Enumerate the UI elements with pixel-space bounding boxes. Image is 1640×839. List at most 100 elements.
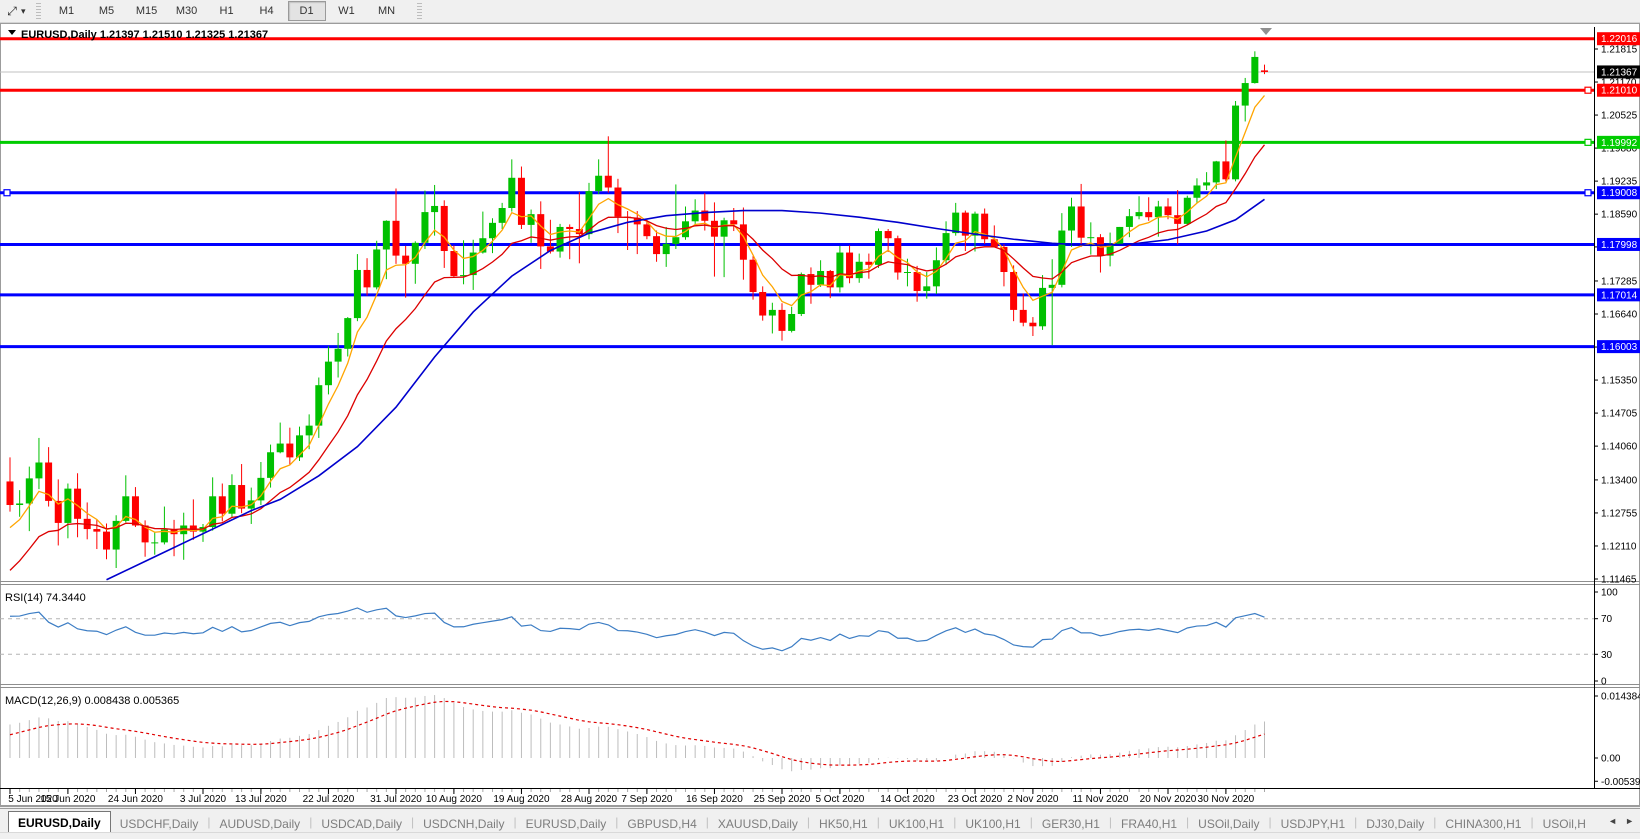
macd-axis-label: 0.014384 (1601, 692, 1640, 703)
chart-tab-0[interactable]: EURUSD,Daily (8, 811, 111, 833)
rsi-axis-label: 100 (1601, 588, 1618, 599)
chart-title-text: EURUSD,Daily 1.21397 1.21510 1.21325 1.2… (21, 29, 268, 41)
candlesticks (6, 51, 1268, 568)
tab-separator: | (411, 815, 415, 829)
price-axis[interactable]: 1.21815 1.21170 1.20525 1.19880 1.19235 1.185… (1594, 27, 1640, 788)
tab-separator: | (207, 815, 211, 829)
date-tick-label: 30 Nov 2020 (1198, 794, 1255, 805)
timeframe-button-M15[interactable]: M15 (135, 5, 158, 17)
date-tick-label: 19 Aug 2020 (493, 794, 550, 805)
price-tick-label: 1.14060 (1601, 442, 1638, 453)
price-tick-label: 1.16640 (1601, 310, 1638, 321)
price-tick-label: 1.12755 (1601, 508, 1638, 519)
price-tick-label: 1.11465 (1601, 575, 1637, 586)
horizontal-level-lines[interactable] (0, 37, 1594, 349)
timeframe-button-M5[interactable]: M5 (98, 5, 115, 17)
price-badge-text: 1.19992 (1601, 138, 1638, 149)
price-badge (1597, 288, 1640, 302)
macd-axis-label: 0.00 (1601, 754, 1621, 765)
chart-tab-16[interactable]: CHINA300,H1 (1445, 816, 1522, 831)
chart-tabs: EURUSD,Daily USDCHF,Daily | AUDUSD,Daily | US… (0, 811, 1595, 833)
rsi-label: RSI(14) 74.3440 (5, 592, 86, 604)
chart-tab-13[interactable]: USOil,Daily (1198, 816, 1260, 831)
price-badge (1597, 65, 1640, 79)
title-marker-icon (8, 30, 16, 35)
timeframe-buttons: M1 M5 M15 M30 H1 H4 D1 W1 MN (47, 1, 407, 21)
price-badge (1597, 32, 1640, 46)
price-tick-label: 1.13400 (1601, 475, 1638, 486)
price-badge-text: 1.17998 (1601, 240, 1638, 251)
chart-tab-6[interactable]: GBPUSD,H4 (627, 816, 697, 831)
chart-tab-7[interactable]: XAUUSD,Daily (717, 816, 798, 831)
chart-tab-8[interactable]: HK50,H1 (819, 816, 868, 831)
price-badge (1597, 340, 1640, 354)
date-tick-label: 20 Nov 2020 (1140, 794, 1197, 805)
chevron-down-icon[interactable]: ▾ (21, 5, 26, 16)
price-badge-text: 1.22016 (1601, 34, 1638, 45)
chart-tab-9[interactable]: UK100,H1 (888, 816, 945, 831)
timeframe-button-MN[interactable]: MN (377, 5, 396, 17)
toolbar-grip (416, 3, 422, 19)
date-tick-label: 3 Jul 2020 (180, 794, 227, 805)
status-strip (0, 832, 1640, 839)
price-tick-label: 1.20525 (1601, 111, 1638, 122)
chart-tab-17[interactable]: USOil,H (1542, 816, 1586, 831)
ma-medium-line (9, 144, 1266, 571)
tab-scroll-left-icon[interactable]: ◄ (1608, 816, 1618, 826)
rsi-axis-label: 70 (1601, 614, 1613, 625)
macd-label: MACD(12,26,9) 0.008438 0.005365 (5, 695, 179, 707)
price-badge-text: 1.16003 (1601, 342, 1638, 353)
rsi-value-line (9, 607, 1265, 652)
chart-tab-1[interactable]: USDCHF,Daily (119, 816, 199, 831)
date-tick-label: 25 Sep 2020 (754, 794, 811, 805)
chart-shift-marker-icon (1260, 28, 1272, 35)
price-tick-label: 1.18590 (1601, 210, 1638, 221)
tab-scroll-right-icon[interactable]: ► (1625, 816, 1634, 826)
ma-fast-line (9, 95, 1266, 533)
level-line-handle (1584, 189, 1592, 197)
date-tick-label: 5 Oct 2020 (815, 794, 864, 805)
price-badge (1597, 83, 1640, 97)
chart-cursor-icon[interactable]: ⤢ (7, 3, 17, 18)
tab-scroll-arrows: ◄ ► (1608, 816, 1634, 826)
rsi-panel (0, 618, 1594, 655)
timeframe-button-M30[interactable]: M30 (175, 5, 198, 17)
date-tick-label: 2 Nov 2020 (1007, 794, 1059, 805)
timeframe-toolbar: ⤢ ▾ M1 M5 M15 M30 H1 H4 D1 W1 MN (0, 0, 1640, 23)
chart-shift-marker[interactable] (1260, 28, 1272, 35)
date-tick-label: 11 Nov 2020 (1072, 794, 1128, 805)
chart-tab-2[interactable]: AUDUSD,Daily (219, 816, 301, 831)
chart-tab-12[interactable]: FRA40,H1 (1121, 816, 1178, 831)
timeframe-button-H4[interactable]: H4 (259, 5, 274, 17)
macd-panel (9, 695, 1265, 772)
price-tick-label: 1.17285 (1601, 276, 1638, 287)
chart-tab-bar: EURUSD,Daily USDCHF,Daily | AUDUSD,Daily | US… (0, 808, 1640, 833)
chart-tab-15[interactable]: DJ30,Daily (1366, 816, 1425, 831)
chart-tab-3[interactable]: USDCAD,Daily (321, 816, 402, 831)
macd-label: MACD(12,26,9) 0.008438 0.005365 (5, 695, 179, 707)
price-chart[interactable]: EURUSD,Daily 1.21397 1.21510 1.21325 1.2… (0, 23, 1640, 807)
chart-tab-5[interactable]: EURUSD,Daily (525, 816, 607, 831)
price-badge-text: 1.21367 (1601, 67, 1638, 78)
tab-separator: | (1186, 815, 1190, 829)
tab-separator: | (705, 815, 709, 829)
price-tick-label: 1.19235 (1601, 177, 1638, 188)
tab-separator: | (806, 815, 811, 829)
timeframe-button-W1[interactable]: W1 (338, 5, 355, 17)
timeframe-button-D1[interactable]: D1 (287, 1, 326, 21)
rsi-axis-label: 0 (1601, 677, 1607, 688)
timeframe-button-H1[interactable]: H1 (219, 5, 234, 17)
moving-averages (9, 95, 1266, 581)
tab-separator: | (615, 815, 619, 829)
panel-separators[interactable] (0, 581, 1640, 688)
timeframe-button-M1[interactable]: M1 (58, 5, 75, 17)
chart-tab-11[interactable]: GER30,H1 (1041, 816, 1100, 831)
chart-tab-4[interactable]: USDCNH,Daily (423, 816, 505, 831)
tab-separator: | (309, 815, 313, 829)
chart-tab-14[interactable]: USDJPY,H1 (1280, 816, 1346, 831)
date-tick-label: 14 Oct 2020 (880, 794, 935, 805)
price-tick-label: 1.14705 (1601, 409, 1638, 420)
chart-tab-10[interactable]: UK100,H1 (965, 816, 1021, 831)
tab-separator: | (1354, 815, 1358, 829)
